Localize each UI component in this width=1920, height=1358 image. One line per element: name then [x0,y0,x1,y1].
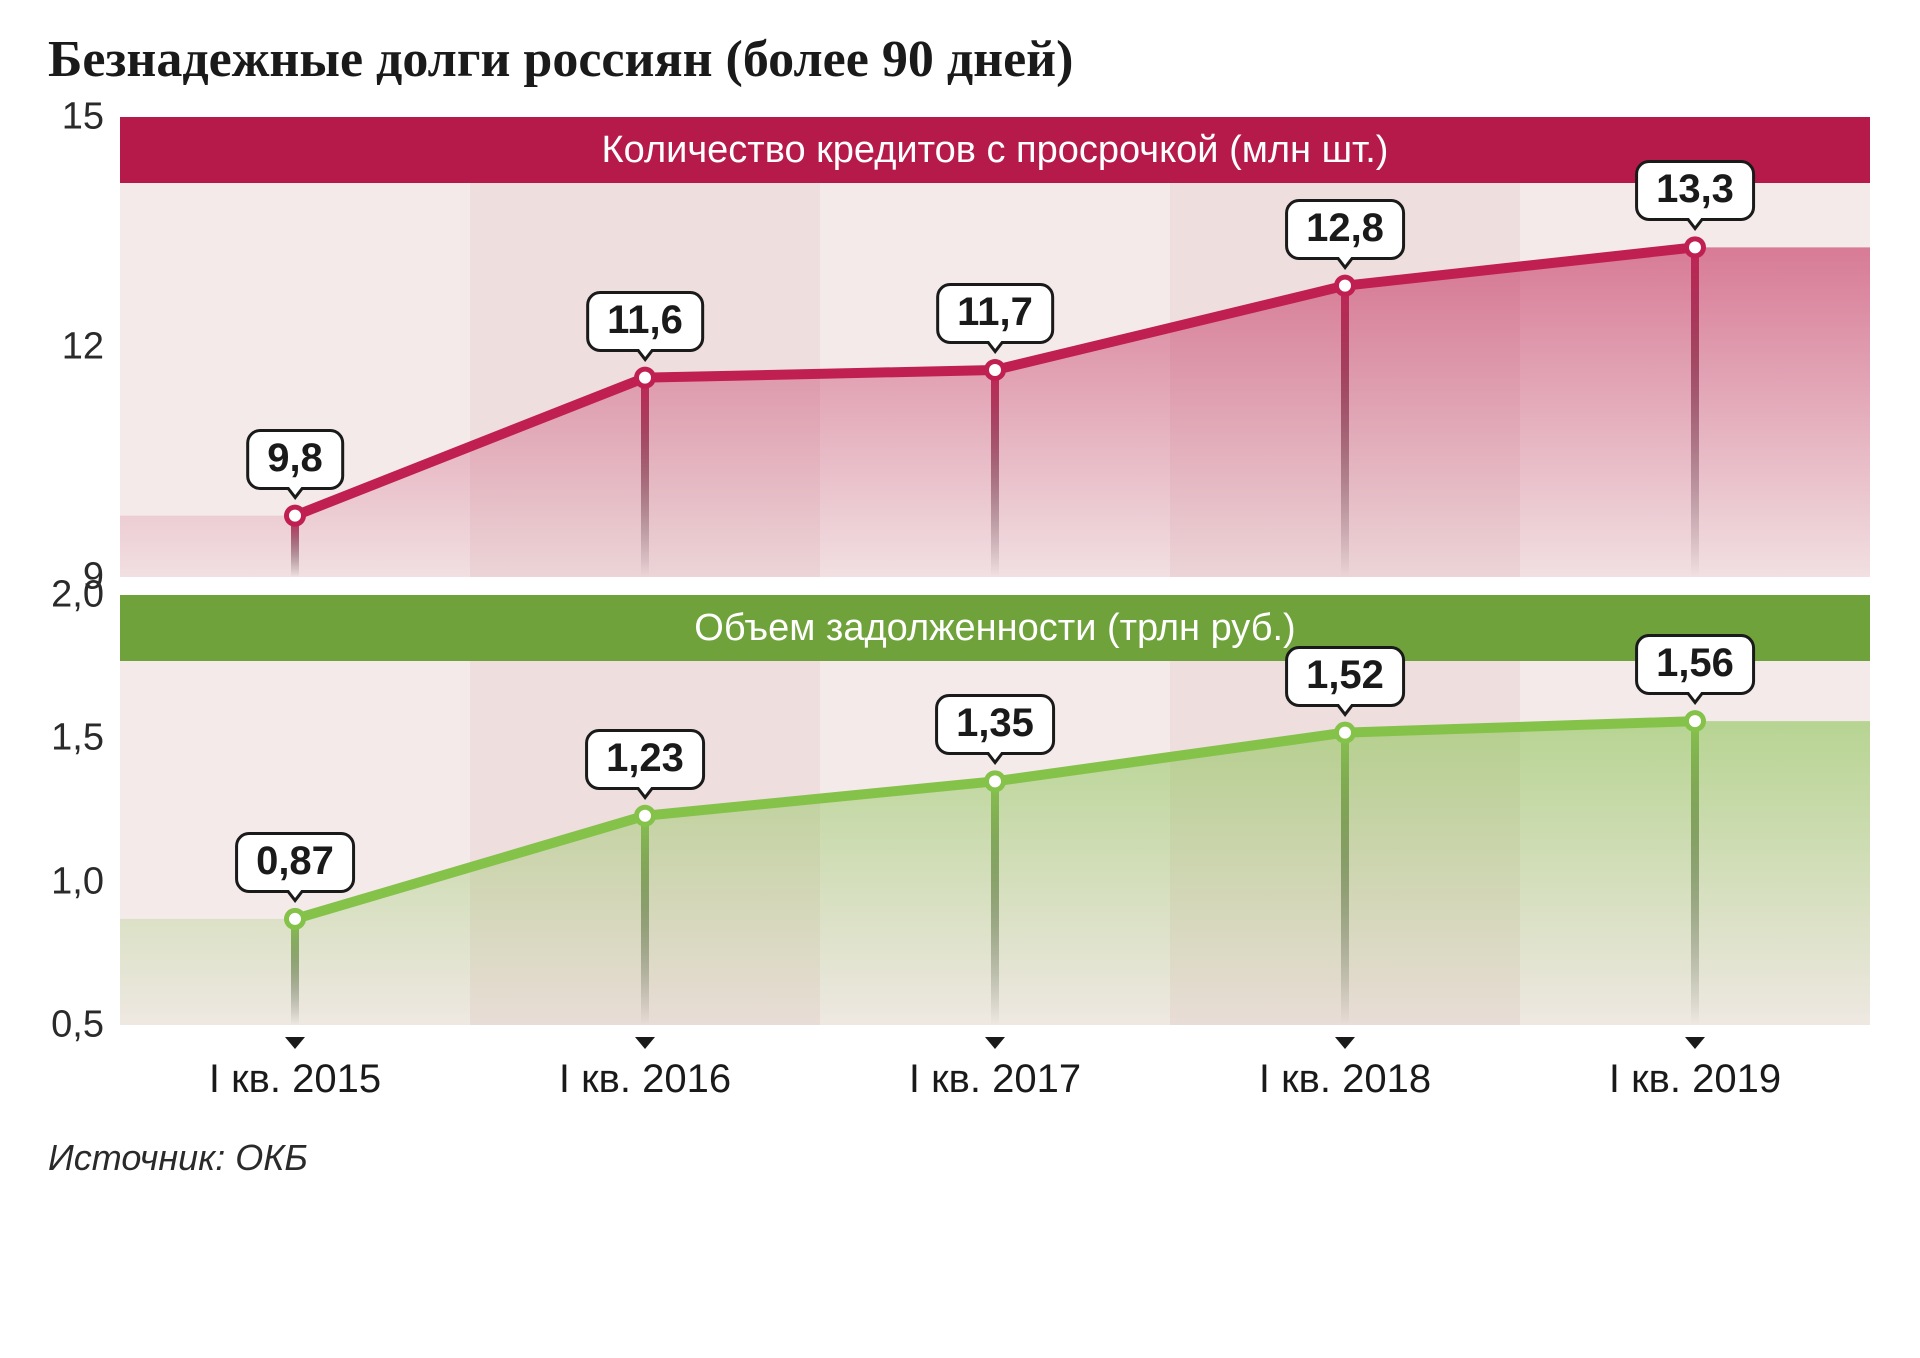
chart-header-debt: Объем задолженности (трлн руб.) [120,595,1870,661]
y-tick: 0,5 [51,1004,104,1047]
y-tick: 2,0 [51,574,104,617]
x-tick-marker [985,1037,1005,1049]
chart-block-loans: Количество кредитов с просрочкой (млн шт… [40,117,1880,577]
x-tick-marker [1685,1037,1705,1049]
page: Безнадежные долги россиян (более 90 дней… [0,0,1920,1358]
source-label: Источник: ОКБ [48,1137,1880,1179]
x-tick-marker [285,1037,305,1049]
y-tick: 12 [62,326,104,369]
plot-loans: 9,811,611,712,813,3 [120,117,1870,577]
chart-area-loans: 91215 9,811,611,712,813,3 [40,117,1880,577]
x-tick-marker [635,1037,655,1049]
y-tick: 1,5 [51,717,104,760]
x-axis: I кв. 2015 I кв. 2016 I кв. 2017 I кв. 2018… [120,1037,1870,1127]
y-tick: 15 [62,96,104,139]
y-tick: 1,0 [51,860,104,903]
x-tick-label: I кв. 2017 [909,1057,1081,1102]
x-tick-label: I кв. 2016 [559,1057,731,1102]
page-title: Безнадежные долги россиян (более 90 дней… [48,30,1880,89]
chart-header-debt-label: Объем задолженности (трлн руб.) [694,607,1295,650]
x-tick-label: I кв. 2018 [1259,1057,1431,1102]
y-axis-debt: 0,51,01,52,0 [40,595,112,1025]
x-tick-marker [1335,1037,1355,1049]
x-tick-label: I кв. 2015 [209,1057,381,1102]
y-axis-loans: 91215 [40,117,112,577]
x-tick-label: I кв. 2019 [1609,1057,1781,1102]
chart-header-loans: Количество кредитов с просрочкой (млн шт… [120,117,1870,183]
chart-block-debt: Объем задолженности (трлн руб.) 0,51,01,… [40,595,1880,1025]
plot-svg-loans [120,117,1870,577]
chart-header-loans-label: Количество кредитов с просрочкой (млн шт… [602,129,1389,172]
